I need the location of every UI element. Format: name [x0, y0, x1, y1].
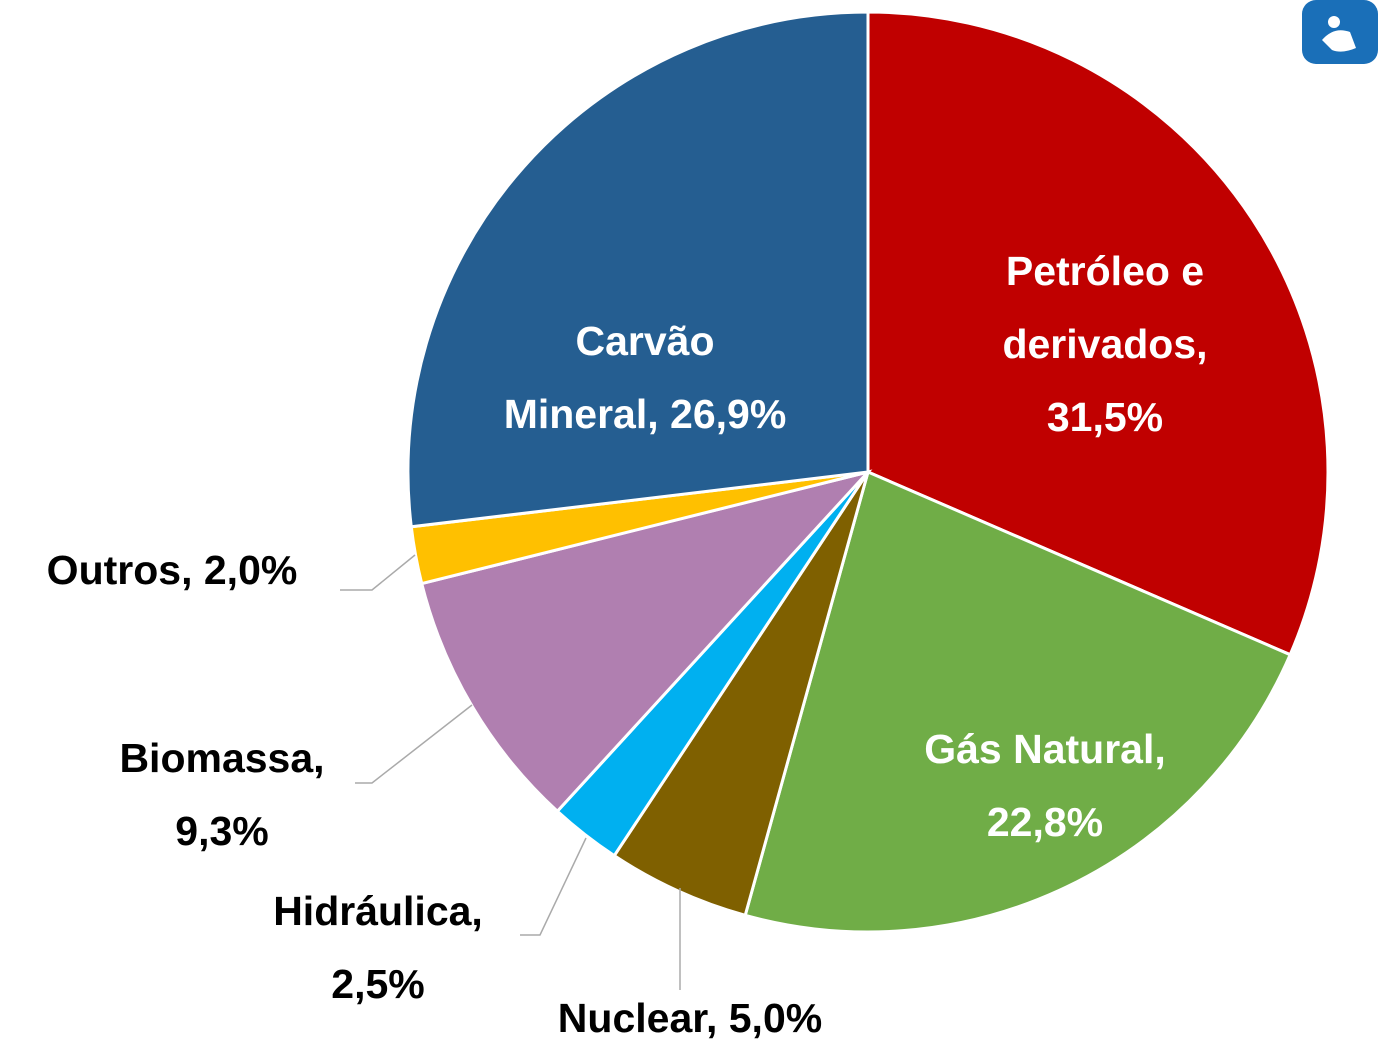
value-label: 5,0%	[728, 995, 823, 1041]
value-label: 2,5%	[331, 961, 425, 1007]
category-label: Biomassa,	[119, 735, 325, 781]
slice-label: Carvão Mineral, 26,9%	[435, 305, 855, 451]
category-label: Gás Natural,	[924, 726, 1166, 772]
pie-slice	[406, 10, 870, 529]
pie-slice	[612, 471, 870, 918]
pie-slice	[866, 10, 1330, 657]
leader-line	[340, 554, 416, 591]
slice-label: Hidráulica, 2,5%	[233, 875, 523, 1021]
pie	[406, 10, 1330, 934]
category-label: Hidráulica,	[273, 888, 483, 934]
pie-slice	[743, 469, 1293, 934]
value-label: 9,3%	[175, 808, 269, 854]
value-label: 26,9%	[670, 391, 787, 437]
slice-label: Biomassa, 9,3%	[82, 722, 362, 868]
accessibility-icon	[1322, 30, 1356, 52]
slice-label: Nuclear, 5,0%	[480, 982, 900, 1055]
slice-label: Gás Natural, 22,8%	[875, 713, 1215, 859]
leader-lines	[340, 554, 681, 990]
value-label: 31,5%	[1046, 394, 1164, 440]
accessibility-button[interactable]	[1302, 0, 1378, 64]
leader-line	[520, 837, 587, 936]
accessibility-icon	[1328, 16, 1340, 28]
value-label: 22,8%	[986, 799, 1104, 845]
value-label: 2,0%	[203, 547, 298, 593]
category-label: Outros,	[46, 547, 193, 593]
slice-label: Petróleo e derivados, 31,5%	[955, 235, 1255, 454]
category-label: Petróleo e derivados,	[1002, 248, 1208, 367]
category-label: Carvão Mineral,	[503, 318, 715, 437]
category-label: Nuclear,	[557, 995, 718, 1041]
slice-label: Outros, 2,0%	[2, 534, 342, 607]
leader-line	[355, 704, 473, 784]
